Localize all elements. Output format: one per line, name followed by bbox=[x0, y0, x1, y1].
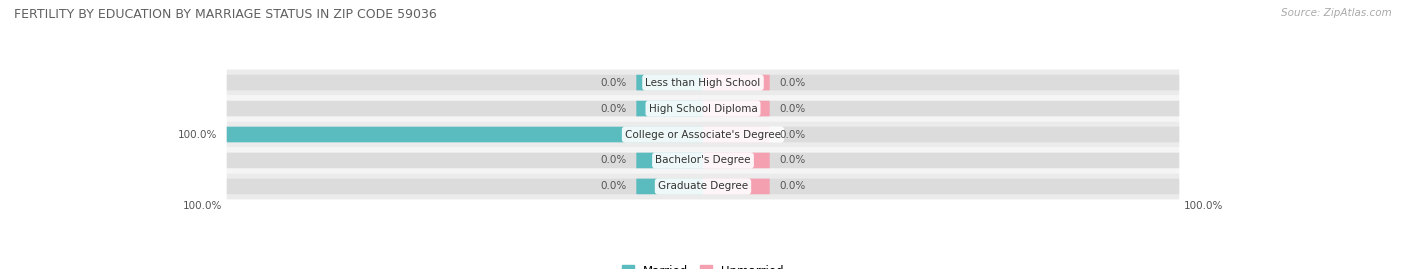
Text: High School Diploma: High School Diploma bbox=[648, 104, 758, 114]
Text: 100.0%: 100.0% bbox=[1184, 201, 1223, 211]
FancyBboxPatch shape bbox=[637, 75, 703, 90]
FancyBboxPatch shape bbox=[703, 101, 769, 116]
Text: 100.0%: 100.0% bbox=[183, 201, 222, 211]
FancyBboxPatch shape bbox=[226, 174, 1180, 199]
Text: 0.0%: 0.0% bbox=[779, 155, 806, 165]
Text: 0.0%: 0.0% bbox=[779, 129, 806, 140]
FancyBboxPatch shape bbox=[637, 179, 703, 194]
FancyBboxPatch shape bbox=[226, 70, 1180, 95]
Text: 0.0%: 0.0% bbox=[600, 77, 627, 87]
Text: FERTILITY BY EDUCATION BY MARRIAGE STATUS IN ZIP CODE 59036: FERTILITY BY EDUCATION BY MARRIAGE STATU… bbox=[14, 8, 437, 21]
Legend: Married, Unmarried: Married, Unmarried bbox=[617, 260, 789, 269]
Text: Source: ZipAtlas.com: Source: ZipAtlas.com bbox=[1281, 8, 1392, 18]
Text: 0.0%: 0.0% bbox=[779, 104, 806, 114]
Text: 100.0%: 100.0% bbox=[179, 129, 218, 140]
Text: 0.0%: 0.0% bbox=[779, 77, 806, 87]
FancyBboxPatch shape bbox=[637, 153, 703, 168]
FancyBboxPatch shape bbox=[226, 127, 1180, 142]
Text: Less than High School: Less than High School bbox=[645, 77, 761, 87]
FancyBboxPatch shape bbox=[703, 75, 769, 90]
FancyBboxPatch shape bbox=[226, 75, 1180, 90]
FancyBboxPatch shape bbox=[637, 101, 703, 116]
Text: 0.0%: 0.0% bbox=[600, 155, 627, 165]
Text: Graduate Degree: Graduate Degree bbox=[658, 182, 748, 192]
FancyBboxPatch shape bbox=[226, 122, 1180, 147]
FancyBboxPatch shape bbox=[226, 153, 1180, 168]
FancyBboxPatch shape bbox=[703, 179, 769, 194]
Text: 0.0%: 0.0% bbox=[779, 182, 806, 192]
FancyBboxPatch shape bbox=[226, 101, 1180, 116]
FancyBboxPatch shape bbox=[703, 127, 769, 142]
FancyBboxPatch shape bbox=[226, 95, 1180, 122]
Text: 0.0%: 0.0% bbox=[600, 104, 627, 114]
FancyBboxPatch shape bbox=[226, 127, 703, 142]
FancyBboxPatch shape bbox=[226, 179, 1180, 194]
Text: College or Associate's Degree: College or Associate's Degree bbox=[626, 129, 780, 140]
Text: Bachelor's Degree: Bachelor's Degree bbox=[655, 155, 751, 165]
Text: 0.0%: 0.0% bbox=[600, 182, 627, 192]
FancyBboxPatch shape bbox=[703, 153, 769, 168]
FancyBboxPatch shape bbox=[226, 147, 1180, 174]
